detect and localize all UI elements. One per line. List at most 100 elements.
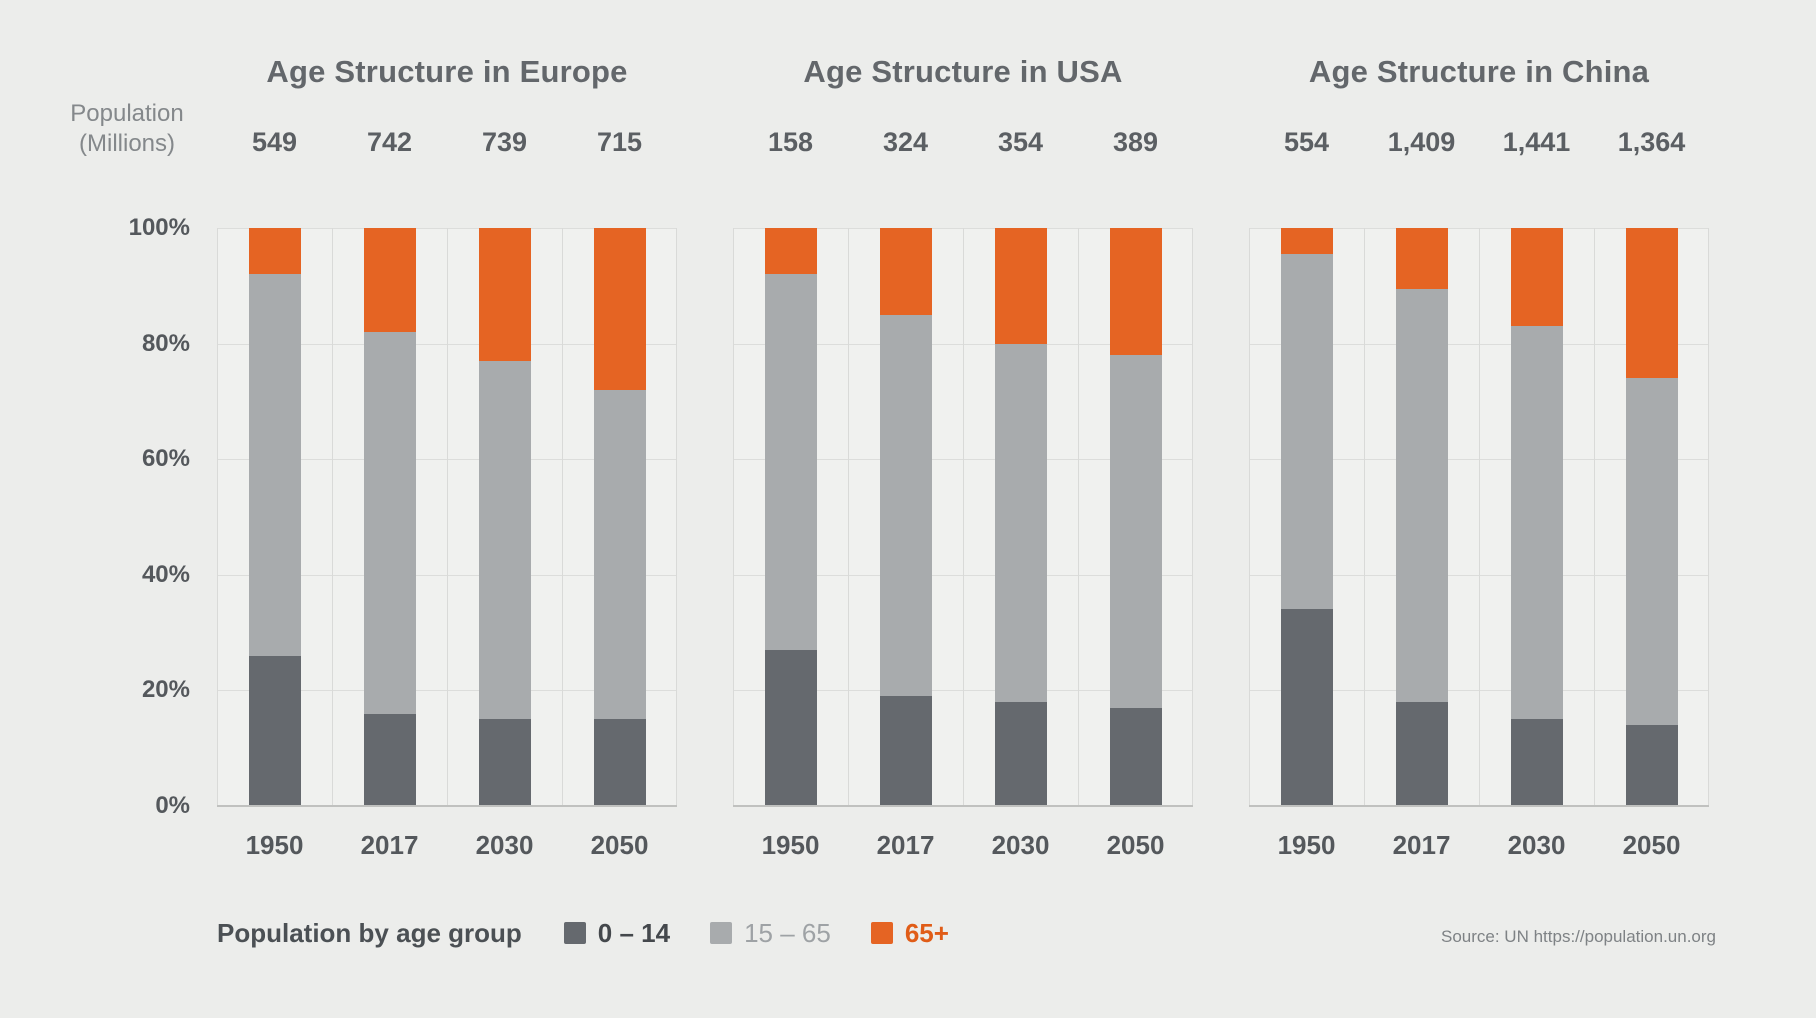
v-gridline <box>332 228 333 806</box>
bar-segment-0-14 <box>1625 725 1678 806</box>
chart-title: Age Structure in Europe <box>266 54 628 89</box>
y-axis-unit-line1: Population <box>70 100 184 127</box>
bar-segment-0-14 <box>879 696 932 806</box>
x-axis-baseline <box>217 805 677 807</box>
population-value: 1,409 <box>1387 127 1456 157</box>
bar-segment-65+ <box>1280 228 1333 255</box>
stacked-bar-2030 <box>478 228 531 806</box>
plot-area <box>217 228 677 807</box>
population-value: 158 <box>767 127 814 157</box>
population-value: 715 <box>596 127 643 157</box>
legend-label-15-65: 15 – 65 <box>744 917 831 948</box>
y-tick-label: 0% <box>155 792 190 819</box>
legend-swatch-0-14 <box>563 922 586 944</box>
bar-segment-0-14 <box>1109 707 1162 806</box>
y-axis-unit-label: Population (Millions) <box>58 99 196 159</box>
legend-item-15-65: 15 – 65 <box>710 918 831 949</box>
bar-segment-0-14 <box>478 719 531 806</box>
bar-segment-15-65 <box>1510 326 1563 720</box>
legend: Population by age group 0 – 14 15 – 65 6… <box>217 914 989 952</box>
bar-segment-65+ <box>879 228 932 315</box>
bar-segment-15-65 <box>1280 254 1333 610</box>
stacked-bar-2050 <box>1109 228 1162 806</box>
source-note: Source: UN https://population.un.org <box>1441 927 1716 946</box>
bar-segment-0-14 <box>1510 719 1563 806</box>
legend-swatch-15-65 <box>710 922 733 944</box>
bar-segment-0-14 <box>1395 701 1448 806</box>
bar-segment-0-14 <box>593 719 646 806</box>
stacked-bar-2017 <box>363 228 416 806</box>
population-value: 554 <box>1283 127 1330 157</box>
v-gridline <box>1192 228 1193 806</box>
v-gridline <box>963 228 964 806</box>
chart-title: Age Structure in USA <box>803 54 1123 89</box>
v-gridline <box>676 228 677 806</box>
stacked-bar-1950 <box>764 228 817 806</box>
year-label: 2050 <box>1622 830 1681 860</box>
population-value: 354 <box>997 127 1044 157</box>
legend-swatch-65-plus <box>870 922 893 944</box>
population-value: 1,441 <box>1502 127 1571 157</box>
bar-segment-15-65 <box>994 343 1047 702</box>
legend-item-65-plus: 65+ <box>870 917 949 949</box>
x-axis-baseline <box>1249 805 1709 807</box>
year-label: 2017 <box>876 830 935 860</box>
bar-segment-15-65 <box>248 274 301 656</box>
stacked-bar-2030 <box>994 228 1047 806</box>
chart-panel-age-structure-in-china: Age Structure in China 554 1,409 1,441 1,364… <box>1249 0 1709 1018</box>
bar-segment-15-65 <box>1625 378 1678 726</box>
stacked-bar-1950 <box>248 228 301 806</box>
legend-title: Population by age group <box>217 917 522 948</box>
legend-item-0-14: 0 – 14 <box>563 917 671 949</box>
population-value: 389 <box>1112 127 1159 157</box>
bar-segment-65+ <box>1395 228 1448 289</box>
chart-panel-age-structure-in-usa: Age Structure in USA 158 324 354 389 1950 2017… <box>733 0 1193 1018</box>
v-gridline <box>217 228 218 806</box>
population-value: 1,364 <box>1617 127 1686 157</box>
stacked-bar-2030 <box>1510 228 1563 806</box>
bar-segment-65+ <box>248 228 301 275</box>
population-value: 739 <box>481 127 528 157</box>
plot-area <box>1249 228 1709 807</box>
stacked-bar-2017 <box>879 228 932 806</box>
v-gridline <box>1594 228 1595 806</box>
bar-segment-65+ <box>1510 228 1563 327</box>
v-gridline <box>1479 228 1480 806</box>
population-value: 324 <box>882 127 929 157</box>
bar-segment-0-14 <box>248 655 301 806</box>
chart-panel-age-structure-in-europe: Age Structure in Europe 549 742 739 715 1950 2… <box>217 0 677 1018</box>
y-axis-unit-line2: (Millions) <box>79 130 175 157</box>
plot-area <box>733 228 1193 807</box>
year-label: 2030 <box>991 830 1050 860</box>
year-label: 2017 <box>360 830 419 860</box>
bar-segment-65+ <box>764 228 817 275</box>
bar-segment-0-14 <box>363 713 416 806</box>
bar-segment-15-65 <box>363 332 416 714</box>
year-label: 2030 <box>475 830 534 860</box>
stacked-bar-1950 <box>1280 228 1333 806</box>
bar-segment-0-14 <box>1280 609 1333 806</box>
year-label: 2050 <box>1106 830 1165 860</box>
v-gridline <box>562 228 563 806</box>
y-tick-label: 20% <box>141 676 190 704</box>
year-label: 1950 <box>245 830 304 860</box>
population-value: 742 <box>366 127 413 157</box>
y-tick-label: 80% <box>141 329 190 357</box>
bar-segment-0-14 <box>994 701 1047 806</box>
legend-label-0-14: 0 – 14 <box>597 917 671 948</box>
population-value: 549 <box>251 127 298 157</box>
bar-segment-65+ <box>994 228 1047 344</box>
bar-segment-15-65 <box>1395 288 1448 702</box>
bar-segment-0-14 <box>764 649 817 806</box>
y-tick-label: 100% <box>128 214 190 241</box>
v-gridline <box>1078 228 1079 806</box>
bar-segment-15-65 <box>478 360 531 720</box>
bar-segment-15-65 <box>764 274 817 650</box>
bar-segment-65+ <box>1109 228 1162 356</box>
y-tick-label: 40% <box>141 560 190 588</box>
year-label: 2017 <box>1392 830 1451 860</box>
legend-label-65-plus: 65+ <box>904 917 949 948</box>
bar-segment-15-65 <box>879 314 932 697</box>
year-label: 1950 <box>1277 830 1336 860</box>
